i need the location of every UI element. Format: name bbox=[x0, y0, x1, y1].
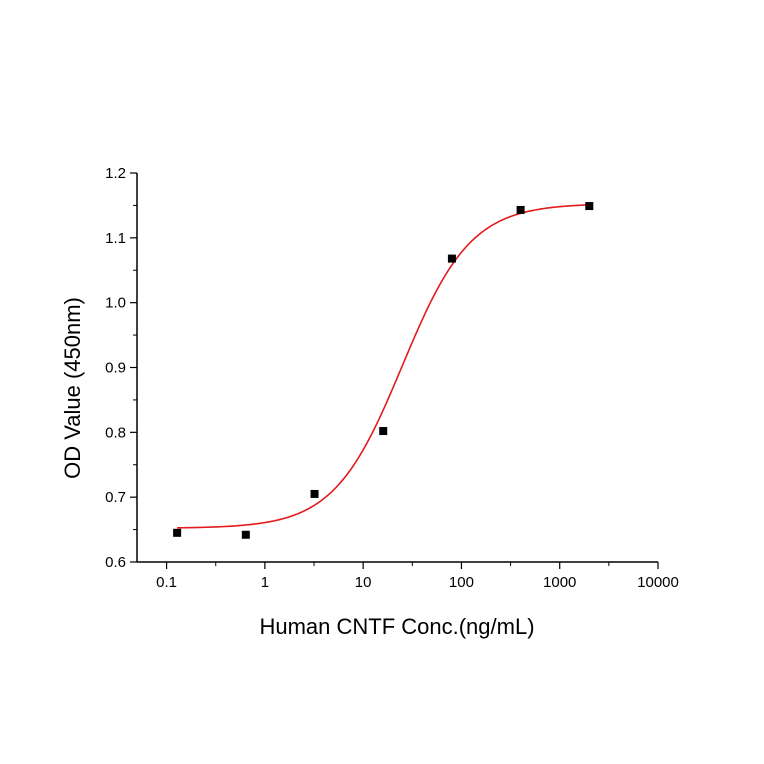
y-axis-title: OD Value (450nm) bbox=[60, 297, 85, 479]
data-point bbox=[310, 489, 319, 498]
data-point bbox=[241, 530, 250, 539]
x-tick-label: 10000 bbox=[637, 574, 679, 591]
x-tick-label: 1000 bbox=[543, 574, 576, 591]
data-point bbox=[447, 254, 456, 263]
axes: 0.1 1 10 100 1000 10000 0.6 0.7 0.8 0.9 1.0 1.1 1.2 bbox=[105, 165, 679, 591]
fit-curve bbox=[177, 204, 590, 529]
y-tick-label: 0.9 bbox=[105, 360, 126, 377]
y-tick-label: 0.6 bbox=[105, 554, 126, 571]
x-tick-label: 0.1 bbox=[156, 574, 177, 591]
data-point bbox=[379, 427, 388, 436]
x-axis-title: Human CNTF Conc.(ng/mL) bbox=[259, 614, 534, 639]
x-tick-label: 100 bbox=[449, 574, 474, 591]
y-tick-label: 0.7 bbox=[105, 489, 126, 506]
y-tick-label: 1.0 bbox=[105, 295, 126, 312]
data-points-layer bbox=[173, 202, 594, 539]
y-tick-label: 1.2 bbox=[105, 165, 126, 182]
fit-curve-layer bbox=[177, 204, 590, 529]
x-tick-label: 1 bbox=[261, 574, 269, 591]
y-tick-label: 1.1 bbox=[105, 230, 126, 247]
data-point bbox=[585, 202, 594, 211]
y-tick-label: 0.8 bbox=[105, 424, 126, 441]
data-point bbox=[516, 205, 525, 214]
x-tick-label: 10 bbox=[355, 574, 372, 591]
data-point bbox=[173, 528, 182, 537]
